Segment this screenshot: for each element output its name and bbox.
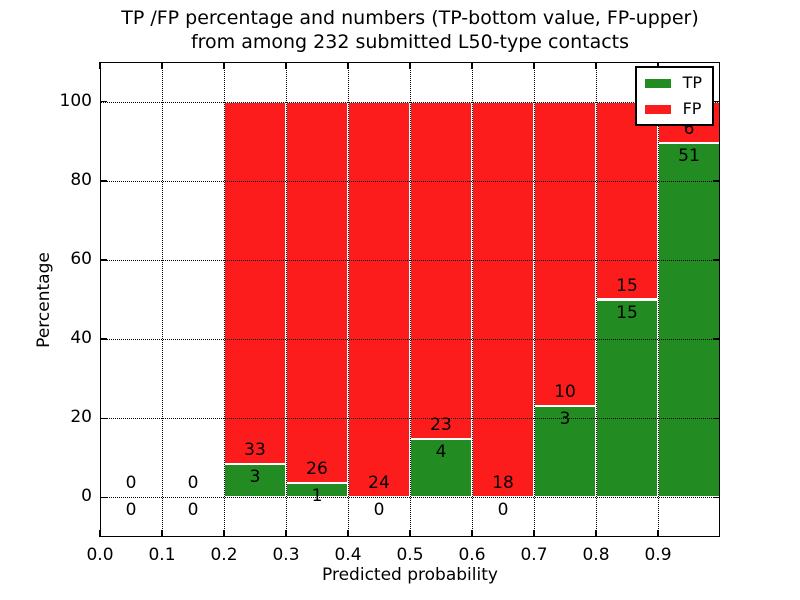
fp-count-label: 6 — [683, 119, 695, 140]
y-tick-mark — [100, 180, 107, 182]
y-tick-mark — [100, 496, 107, 499]
y-tick-mark — [100, 417, 107, 419]
plot-area: 0 0 0 0 33 3 26 1 24 0 23 4 18 0 10 3 15 15 6 51 TP FP — [99, 62, 720, 537]
y-tick-label: 0 — [81, 486, 92, 507]
legend-swatch-tp — [644, 78, 671, 88]
chart-title: TP /FP percentage and numbers (TP-bottom… — [121, 7, 699, 53]
y-tick-label: 40 — [70, 328, 92, 349]
x-tick-label: 0.8 — [582, 545, 610, 565]
y-tick-label: 80 — [70, 169, 92, 190]
x-tick-mark — [285, 62, 287, 69]
tp-count-label: 51 — [678, 146, 700, 167]
legend-item-tp: TP — [644, 73, 702, 93]
bar-segment-tp — [224, 464, 286, 498]
x-tick-mark — [161, 62, 163, 69]
bar-segment-fp — [596, 101, 658, 300]
y-tick-label: 60 — [70, 248, 92, 269]
legend-swatch-fp — [644, 104, 671, 114]
x-tick-mark — [533, 62, 535, 69]
bars-layer — [100, 62, 720, 537]
legend-item-fp: FP — [644, 99, 702, 119]
legend-label-fp: FP — [682, 99, 702, 118]
tp-count-label: 0 — [497, 500, 509, 521]
x-tick-label: 0.7 — [520, 545, 548, 565]
x-tick-label: 0.3 — [272, 545, 300, 565]
fp-count-label: 10 — [554, 382, 576, 403]
fp-count-label: 0 — [187, 473, 199, 494]
gridline-v — [348, 62, 349, 537]
tp-count-label: 15 — [616, 302, 638, 323]
gridline-v — [224, 62, 225, 537]
y-tick-mark — [713, 338, 720, 340]
gridline-v — [658, 62, 659, 537]
y-tick-mark — [713, 180, 720, 182]
legend: TP FP — [634, 66, 714, 126]
gridline-v — [286, 62, 287, 537]
y-tick-mark — [713, 496, 720, 499]
x-tick-mark — [595, 530, 597, 537]
x-tick-label: 0.6 — [458, 545, 486, 565]
gridline-v — [596, 62, 597, 537]
fp-count-label: 0 — [125, 473, 137, 494]
x-tick-mark — [285, 530, 287, 537]
x-tick-mark — [347, 530, 349, 537]
bar-segment-tp — [534, 406, 596, 498]
tp-count-label: 3 — [249, 467, 261, 488]
fp-count-label: 24 — [368, 473, 390, 494]
x-tick-mark — [409, 62, 411, 69]
y-tick-mark — [713, 259, 720, 261]
x-tick-mark — [595, 62, 597, 69]
grid-layer — [99, 62, 720, 537]
y-tick-mark — [100, 100, 107, 103]
tp-count-label: 0 — [125, 500, 137, 521]
y-tick-label: 20 — [70, 407, 92, 428]
bar-count-labels-layer: 0 0 0 0 33 3 26 1 24 0 23 4 18 0 10 3 15 15 6 51 — [100, 62, 720, 537]
tp-count-label: 0 — [187, 500, 199, 521]
bar-segment-fp — [472, 101, 534, 498]
axes-frame — [100, 62, 720, 537]
x-tick-label: 0.1 — [148, 545, 176, 565]
x-tick-mark — [533, 530, 535, 537]
y-tick-mark — [713, 417, 720, 419]
y-tick-label: 100 — [59, 90, 92, 111]
tp-count-label: 0 — [373, 500, 385, 521]
x-axis-label: Predicted probability — [322, 565, 498, 585]
tp-count-label: 4 — [435, 441, 447, 462]
x-tick-mark — [409, 530, 411, 537]
fp-count-label: 23 — [430, 414, 452, 435]
x-tick-label: 0.4 — [334, 545, 362, 565]
tp-count-label: 1 — [311, 485, 323, 506]
x-tick-mark — [471, 530, 473, 537]
gridline-v — [410, 62, 411, 537]
gridline-v — [472, 62, 473, 537]
x-tick-label: 0.0 — [86, 545, 114, 565]
x-tick-mark — [657, 62, 659, 69]
x-tick-mark — [223, 530, 225, 537]
y-tick-mark — [713, 100, 720, 103]
y-tick-mark — [100, 338, 107, 340]
x-tick-mark — [471, 62, 473, 69]
gridline-v — [534, 62, 535, 537]
fp-count-label: 26 — [306, 458, 328, 479]
gridline-v — [162, 62, 163, 537]
x-tick-mark — [657, 530, 659, 537]
x-tick-mark — [223, 62, 225, 69]
fp-count-label: 33 — [244, 440, 266, 461]
x-tick-mark — [161, 530, 163, 537]
x-tick-label: 0.9 — [644, 545, 672, 565]
legend-label-tp: TP — [682, 73, 702, 92]
fp-count-label: 18 — [492, 473, 514, 494]
x-tick-label: 0.2 — [210, 545, 238, 565]
x-tick-label: 0.5 — [396, 545, 424, 565]
tp-count-label: 3 — [559, 409, 571, 430]
fp-count-label: 15 — [616, 275, 638, 296]
x-tick-mark — [347, 62, 349, 69]
y-tick-mark — [100, 259, 107, 261]
